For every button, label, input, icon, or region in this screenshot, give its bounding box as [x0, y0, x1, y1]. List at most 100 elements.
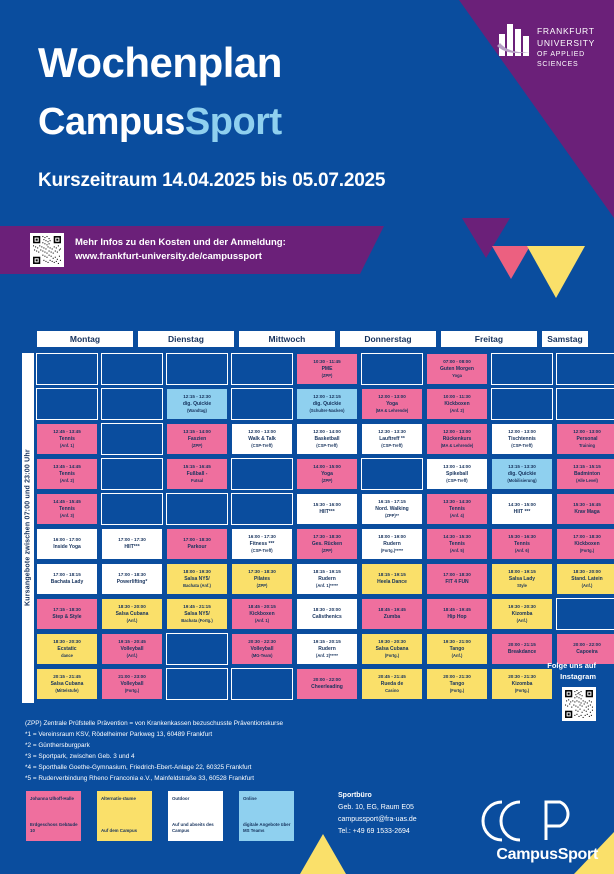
- schedule-course-cell[interactable]: 13:15 - 15:15 Badminton (Alle Level): [556, 458, 614, 490]
- schedule-course-cell[interactable]: 20:00 - 21:15 Breakdance: [491, 633, 553, 665]
- schedule-course-cell[interactable]: 19:15 - 20:15 Rudern (Anf. 2)*****: [296, 633, 358, 665]
- schedule-course-cell[interactable]: 19:30 - 20:30 Kizomba (Anf.): [491, 598, 553, 630]
- legend-detail: Auf dem Campus: [101, 828, 138, 834]
- course-time: 19:15 - 20:45: [118, 639, 146, 645]
- course-detail: Bachata (Anf.): [183, 582, 211, 588]
- course-name: Salsa NY5/: [184, 575, 210, 582]
- course-name: Salsa Cubana: [50, 680, 84, 687]
- schedule-course-cell[interactable]: 15:15 - 16:45 Fußball - Futsal: [166, 458, 228, 490]
- schedule-course-cell[interactable]: 12:15 - 12:30 dig. Quickie (Wandtag): [166, 388, 228, 420]
- page-subtitle-brand: CampusSport: [38, 103, 282, 141]
- schedule-course-cell[interactable]: 12:00 - 13:00 Personal Training: [556, 423, 614, 455]
- schedule-course-cell[interactable]: 17:15 - 18:30 Step & Style: [36, 598, 98, 630]
- schedule-course-cell[interactable]: 20:00 - 22:00 Cheerleading: [296, 668, 358, 700]
- course-name: Rueda de: [380, 680, 404, 687]
- schedule-course-cell[interactable]: 18:00 - 19:30 Salsa NY5/Bachata (Anf.): [166, 563, 228, 595]
- pink-triangle-decoration: [492, 246, 530, 279]
- schedule-course-cell[interactable]: 13:00 - 14:00 Spikeball (CSP-Treff): [426, 458, 488, 490]
- course-detail: (Fortg.): [124, 687, 140, 693]
- schedule-course-cell[interactable]: 17:30 - 18:30 Pilates (ZPP): [231, 563, 293, 595]
- course-time: 18:15 - 19:15: [378, 572, 406, 578]
- schedule-course-cell[interactable]: 13:15 - 13:30 dig. Quickie (Mobilisierung): [491, 458, 553, 490]
- schedule-course-cell[interactable]: 14:30 - 15:00 HIIT ***: [491, 493, 553, 525]
- course-time: 17:00 - 18:30: [183, 537, 211, 543]
- footnote-4: *4 = Sporthalle Goethe-Gymnasium, Friedr…: [25, 764, 252, 772]
- contact-email[interactable]: campussport@fra-uas.de: [338, 816, 417, 824]
- schedule-course-cell[interactable]: 10:00 - 11:30 Kickboxen (Anf. 2): [426, 388, 488, 420]
- schedule-course-cell[interactable]: 12:00 - 13:00 Yoga (MA & Lehrende): [361, 388, 423, 420]
- schedule-course-cell[interactable]: 18:30 - 20:00 Stand. Latein (Anf.): [556, 563, 614, 595]
- schedule-course-cell[interactable]: 17:00 - 18:30 FIT 4 FUN: [426, 563, 488, 595]
- schedule-course-cell[interactable]: 15:30 - 16:00 HIIT***: [296, 493, 358, 525]
- course-time: 12:15 - 12:30: [183, 394, 211, 400]
- schedule-course-cell[interactable]: 17:00 - 18:30 Kickboxen (Fortg.): [556, 528, 614, 560]
- schedule-course-cell[interactable]: 19:30 - 20:30 Salsa Cubana (Fortg.): [361, 633, 423, 665]
- schedule-course-cell[interactable]: 12:00 - 13:00 Walk & Talk (CSP-Treff): [231, 423, 293, 455]
- schedule-course-cell[interactable]: 17:00 - 18:30 Powerlifting*: [101, 563, 163, 595]
- course-name: Ecstatic: [57, 645, 77, 652]
- schedule-course-cell[interactable]: 19:30 - 21:00 Tango (Anf.): [426, 633, 488, 665]
- course-time: 15:30 - 16:45: [573, 502, 601, 508]
- schedule-course-cell[interactable]: 17:00 - 18:15 Bachata Lady: [36, 563, 98, 595]
- schedule-course-cell[interactable]: 12:00 - 13:00 Rückenkurs (MA & Lehrende): [426, 423, 488, 455]
- schedule-course-cell[interactable]: 12:30 - 13:30 Lauftreff ** (CSP-Treff): [361, 423, 423, 455]
- course-time: 20:30 - 22:30: [248, 639, 276, 645]
- schedule-course-cell[interactable]: 14:00 - 15:00 Yoga (ZPP): [296, 458, 358, 490]
- schedule-body: Kursangebote zwischen 07:00 und 23:00 Uh…: [22, 353, 614, 703]
- schedule-course-cell[interactable]: 21:00 - 23:00 Volleyball (Fortg.): [101, 668, 163, 700]
- schedule-course-cell[interactable]: 13:15 - 14:00 Faszien (ZPP): [166, 423, 228, 455]
- schedule-course-cell[interactable]: 14:45 - 15:45 Tennis (Anf. 3): [36, 493, 98, 525]
- schedule-course-cell[interactable]: 20:00 - 21:30 Tango (Fortg.): [426, 668, 488, 700]
- schedule-course-cell[interactable]: 12:00 - 14:00 Basketball (CSP-Treff): [296, 423, 358, 455]
- schedule-course-cell[interactable]: 18:45 - 19:45 Zumba: [361, 598, 423, 630]
- schedule-course-cell[interactable]: 18:30 - 20:00 Salsa Cubana (Anf.): [101, 598, 163, 630]
- schedule-course-cell[interactable]: 10:30 - 11:45 PME (ZPP): [296, 353, 358, 385]
- course-name: Personal: [576, 435, 598, 442]
- schedule-course-cell[interactable]: 12:00 - 12:15 dig. Quickie (Schulter-Nacke…: [296, 388, 358, 420]
- schedule-course-cell[interactable]: 20:15 - 21:45 Salsa Cubana (Mittelstufe): [36, 668, 98, 700]
- schedule-course-cell[interactable]: 07:00 - 08:00 Guten Morgen Yoga: [426, 353, 488, 385]
- schedule-course-cell[interactable]: 18:15 - 19:15 Heela Dance: [361, 563, 423, 595]
- schedule-course-cell[interactable]: 17:00 - 18:30 Parkour: [166, 528, 228, 560]
- schedule-course-cell[interactable]: 18:15 - 19:15 Rudern (Anf. 1)*****: [296, 563, 358, 595]
- schedule-course-cell[interactable]: 20:45 - 21:45 Rueda de Casino: [361, 668, 423, 700]
- schedule-course-cell[interactable]: 16:15 - 17:15 Nord. Walking (ZPP)**: [361, 493, 423, 525]
- instagram-block: Folge uns auf Instagram: [547, 660, 596, 726]
- schedule-course-cell[interactable]: 20:30 - 22:30 Volleyball (MG-Team): [231, 633, 293, 665]
- course-detail: (ZPP): [256, 582, 268, 588]
- schedule-course-cell[interactable]: 18:45 - 19:45 Hip Hop: [426, 598, 488, 630]
- contact-info: Sportbüro Geb. 10, EG, Raum E05 campussp…: [338, 790, 417, 838]
- schedule-course-cell[interactable]: 18:30 - 20:30 Ecstatic dance: [36, 633, 98, 665]
- schedule-course-cell[interactable]: 14:30 - 15:30 Tennis (Anf. 5): [426, 528, 488, 560]
- course-name: Guten Morgen: [440, 365, 474, 372]
- course-name: Tischtennis: [508, 435, 536, 442]
- schedule-course-cell[interactable]: 19:15 - 20:45 Volleyball (Anf.): [101, 633, 163, 665]
- schedule-course-cell[interactable]: 18:45 - 20:15 Kickboxen (Anf. 1): [231, 598, 293, 630]
- schedule-course-cell[interactable]: 18:00 - 19:15 Salsa Lady Style: [491, 563, 553, 595]
- schedule-course-cell[interactable]: 18:30 - 20:00 Calisthenics: [296, 598, 358, 630]
- schedule-course-cell[interactable]: 18:00 - 19:00 Rudern (Fortg.)*****: [361, 528, 423, 560]
- footnote-0: (ZPP) Zentrale Prüfstelle Prävention = v…: [25, 720, 284, 727]
- instagram-line-1: Folge uns auf: [547, 661, 596, 670]
- schedule-course-cell[interactable]: 15:30 - 16:45 Krav Maga: [556, 493, 614, 525]
- schedule-course-cell[interactable]: 16:00 - 17:30 Fitness *** (CSP-Treff): [231, 528, 293, 560]
- logo-line-3: OF APPLIED SCIENCES: [537, 50, 585, 68]
- schedule-course-cell[interactable]: 20:00 - 22:00 Capoeira: [556, 633, 614, 665]
- qr-code-icon[interactable]: [30, 233, 64, 267]
- schedule-course-cell[interactable]: 19:45 - 21:15 Salsa NY5/Bachata (Fortg.): [166, 598, 228, 630]
- legend-title: Outdoor: [172, 796, 190, 801]
- schedule-course-cell[interactable]: 17:00 - 17:30 HIIT***: [101, 528, 163, 560]
- course-name: Kizomba: [511, 680, 533, 687]
- schedule-course-cell[interactable]: 16:00 - 17:00 Inside Yoga: [36, 528, 98, 560]
- qr-code-icon[interactable]: [562, 686, 596, 721]
- schedule-course-cell[interactable]: 12:00 - 13:00 Tischtennis (CSP-Treff): [491, 423, 553, 455]
- course-time: 18:00 - 19:30: [183, 569, 211, 575]
- schedule-course-cell[interactable]: 13:45 - 14:45 Tennis (Anf. 2): [36, 458, 98, 490]
- course-detail: (Mobilisierung): [507, 477, 537, 483]
- schedule-course-cell[interactable]: 13:30 - 14:30 Tennis (Anf. 4): [426, 493, 488, 525]
- poster-header: Wochenplan CampusSport Kurszeitraum 14.0…: [0, 0, 614, 218]
- schedule-course-cell[interactable]: 20:30 - 21:30 Kizomba (Fortg.): [491, 668, 553, 700]
- schedule-course-cell[interactable]: 15:30 - 16:30 Tennis (Anf. 6): [491, 528, 553, 560]
- schedule-course-cell[interactable]: 12:45 - 13:45 Tennis (Anf. 1): [36, 423, 98, 455]
- schedule-course-cell[interactable]: 17:30 - 18:30 Ges. Rücken (ZPP): [296, 528, 358, 560]
